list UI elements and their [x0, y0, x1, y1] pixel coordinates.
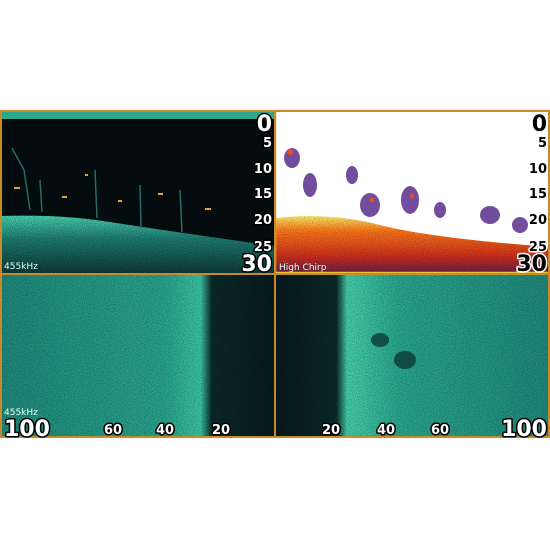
- panel-chirp-sonar: [274, 109, 550, 274]
- mode-label: High Chirp: [279, 263, 327, 273]
- depth-label: 30: [516, 252, 547, 277]
- panel-side-scan-right: [276, 275, 550, 438]
- range-label: 100: [501, 417, 547, 442]
- depth-label: 0: [532, 112, 547, 137]
- depth-label: 10: [529, 162, 547, 177]
- panel-2d-sonar: [0, 110, 275, 273]
- depth-label: 15: [529, 187, 547, 202]
- range-label: 60: [104, 423, 122, 438]
- frequency-label: 455kHz: [4, 262, 38, 272]
- range-label: 100: [4, 417, 50, 442]
- depth-label: 20: [529, 213, 547, 228]
- depth-label: 25: [529, 240, 547, 255]
- depth-label: 5: [538, 136, 547, 151]
- frequency-label: 455kHz: [4, 408, 38, 418]
- range-label: 20: [212, 423, 230, 438]
- depth-label: 25: [254, 240, 272, 255]
- range-label: 20: [322, 423, 340, 438]
- depth-label: 30: [241, 252, 272, 277]
- depth-label: 15: [254, 187, 272, 202]
- depth-label: 0: [257, 112, 272, 137]
- range-label: 40: [156, 423, 174, 438]
- panel-frames: [0, 110, 550, 438]
- depth-label: 5: [263, 136, 272, 151]
- range-label: 40: [377, 423, 395, 438]
- depth-label: 10: [254, 162, 272, 177]
- depth-label: 20: [254, 213, 272, 228]
- range-label: 60: [431, 423, 449, 438]
- panel-side-scan-left: [0, 275, 275, 438]
